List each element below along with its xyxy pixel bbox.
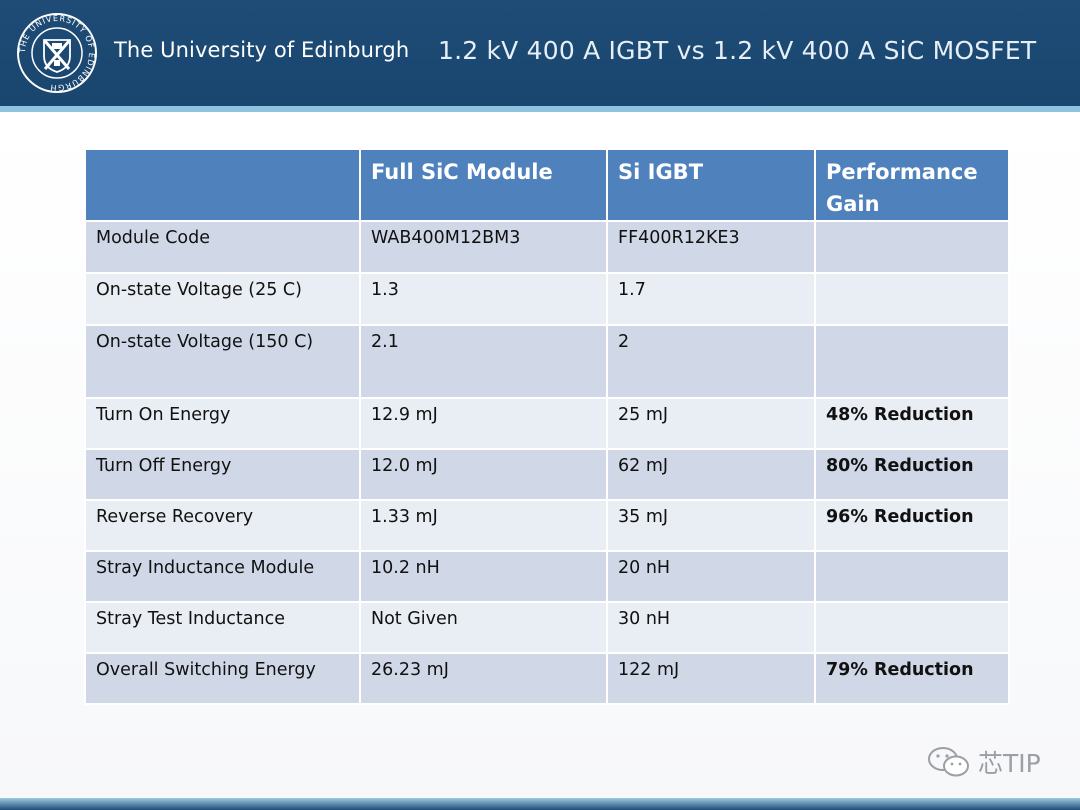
table-row: Module Code WAB400M12BM3 FF400R12KE3 [84,220,1010,274]
gain-value [814,220,1010,274]
row-label: Overall Switching Energy [84,652,361,705]
column-header-gain: Performance Gain [814,148,1010,222]
gain-value: 80% Reduction [814,448,1010,501]
gain-value [814,601,1010,654]
igbt-value: 30 nH [606,601,816,654]
gain-value [814,272,1010,326]
gain-value [814,324,1010,399]
igbt-value: 25 mJ [606,397,816,450]
igbt-value: 122 mJ [606,652,816,705]
table-row: Turn Off Energy 12.0 mJ 62 mJ 80% Reduct… [84,448,1010,501]
gain-value: 79% Reduction [814,652,1010,705]
sic-value: 2.1 [359,324,608,399]
wechat-icon [928,747,969,777]
sic-value: 12.0 mJ [359,448,608,501]
university-name: The University of Edinburgh [114,38,410,62]
table-row: On-state Voltage (25 C) 1.3 1.7 [84,272,1010,326]
watermark-text: 芯TIP [978,749,1041,778]
igbt-value: 20 nH [606,550,816,603]
gain-value: 48% Reduction [814,397,1010,450]
table-row: Turn On Energy 12.9 mJ 25 mJ 48% Reducti… [84,397,1010,450]
comparison-table: Full SiC Module Si IGBT Performance Gain… [84,148,1010,705]
row-label: Stray Test Inductance [84,601,361,654]
igbt-value: 62 mJ [606,448,816,501]
table-row: Reverse Recovery 1.33 mJ 35 mJ 96% Reduc… [84,499,1010,552]
sic-value: 12.9 mJ [359,397,608,450]
igbt-value: 2 [606,324,816,399]
igbt-value: 1.7 [606,272,816,326]
sic-value: WAB400M12BM3 [359,220,608,274]
row-label: Reverse Recovery [84,499,361,552]
header-stripe [0,106,1080,112]
row-label: Turn Off Energy [84,448,361,501]
slide-header [0,0,1080,106]
row-label: Module Code [84,220,361,274]
row-label: Stray Inductance Module [84,550,361,603]
sic-value: Not Given [359,601,608,654]
column-header-parameter [84,148,361,222]
sic-value: 10.2 nH [359,550,608,603]
igbt-value: FF400R12KE3 [606,220,816,274]
table-header-row: Full SiC Module Si IGBT Performance Gain [84,148,1010,222]
gain-value [814,550,1010,603]
row-label: On-state Voltage (25 C) [84,272,361,326]
sic-value: 1.33 mJ [359,499,608,552]
slide-title: 1.2 kV 400 A IGBT vs 1.2 kV 400 A SiC MO… [438,36,1037,65]
sic-value: 26.23 mJ [359,652,608,705]
row-label: Turn On Energy [84,397,361,450]
table-row: Stray Inductance Module 10.2 nH 20 nH [84,550,1010,603]
column-header-sic: Full SiC Module [359,148,608,222]
gain-value: 96% Reduction [814,499,1010,552]
footer-stripe [0,798,1080,810]
column-header-igbt: Si IGBT [606,148,816,222]
row-label: On-state Voltage (150 C) [84,324,361,399]
table-row: On-state Voltage (150 C) 2.1 2 [84,324,1010,399]
table-row: Overall Switching Energy 26.23 mJ 122 mJ… [84,652,1010,705]
sic-value: 1.3 [359,272,608,326]
igbt-value: 35 mJ [606,499,816,552]
table-row: Stray Test Inductance Not Given 30 nH [84,601,1010,654]
watermark: 芯TIP [926,744,1041,780]
university-crest-logo: THE UNIVERSITY OF EDINBURGH [17,13,97,93]
